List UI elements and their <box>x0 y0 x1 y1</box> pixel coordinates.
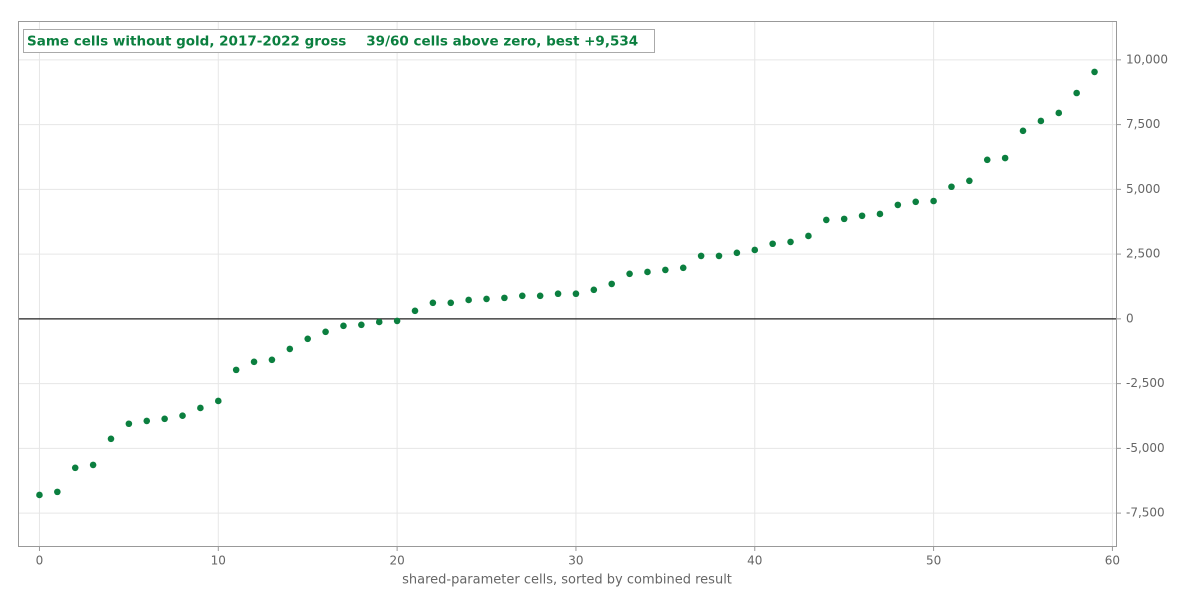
x-tick-label: 0 <box>36 554 44 568</box>
point <box>465 296 472 304</box>
point <box>304 335 312 343</box>
annotation-subtitle: 39/60 cells above zero, best +9,534 <box>366 34 638 50</box>
plot-frame <box>18 21 1117 547</box>
x-tick-label: 10 <box>211 554 226 568</box>
point <box>733 249 741 257</box>
point <box>948 183 955 191</box>
point <box>1091 68 1098 76</box>
point <box>912 198 920 206</box>
point <box>375 318 383 326</box>
point <box>483 295 490 303</box>
x-tick-label: 60 <box>1105 554 1120 568</box>
point <box>161 415 168 423</box>
point <box>358 321 365 329</box>
point <box>715 252 723 260</box>
point <box>805 232 812 240</box>
y-tick-label: 0 <box>1126 311 1134 325</box>
point <box>1055 109 1063 117</box>
y-tick-label: 2,500 <box>1126 247 1160 261</box>
point <box>930 197 937 205</box>
point <box>89 461 97 469</box>
annotation: Same cells without gold, 2017-2022 gross… <box>27 34 638 50</box>
point <box>536 292 544 300</box>
point <box>411 307 419 315</box>
y-tick-label: -5,000 <box>1126 441 1165 455</box>
point <box>143 417 151 425</box>
annotation-box <box>23 29 655 53</box>
y-tick-label: 7,500 <box>1126 117 1160 131</box>
point <box>447 299 455 307</box>
point <box>340 322 347 330</box>
point <box>876 210 884 218</box>
point <box>840 215 848 223</box>
point <box>966 177 973 185</box>
points <box>36 68 1098 499</box>
point <box>518 292 526 300</box>
point <box>197 404 204 412</box>
point <box>769 240 776 248</box>
point <box>250 358 258 366</box>
point <box>268 356 276 364</box>
point <box>858 212 866 220</box>
point <box>107 435 115 443</box>
point <box>679 264 687 272</box>
point <box>429 299 437 307</box>
point <box>590 286 598 294</box>
point <box>787 238 794 246</box>
point <box>71 464 79 472</box>
point <box>501 294 508 302</box>
point <box>697 252 705 260</box>
point <box>36 491 43 499</box>
grid <box>18 21 1116 546</box>
point <box>286 345 294 353</box>
y-tick-label: -7,500 <box>1126 506 1165 520</box>
point <box>983 156 991 164</box>
point <box>232 366 240 374</box>
point <box>125 420 133 428</box>
y-tick-label: -2,500 <box>1126 376 1165 390</box>
annotation-title: Same cells without gold, 2017-2022 gross <box>27 34 346 50</box>
y-tick-label: 5,000 <box>1126 182 1160 196</box>
point <box>214 397 222 405</box>
point <box>894 201 902 209</box>
point <box>554 290 562 298</box>
point <box>626 270 633 278</box>
point <box>644 268 651 276</box>
point <box>179 412 186 420</box>
point <box>662 266 669 274</box>
x-tick-label: 50 <box>926 554 941 568</box>
point <box>572 290 580 298</box>
point <box>608 280 616 288</box>
point <box>1001 154 1009 162</box>
x-tick-label: 30 <box>568 554 583 568</box>
point <box>822 216 830 224</box>
point <box>54 488 61 496</box>
point <box>1037 117 1045 125</box>
x-axis-label: shared-parameter cells, sorted by combin… <box>402 573 732 588</box>
point <box>1019 127 1027 135</box>
point <box>751 246 759 254</box>
point <box>322 328 329 336</box>
x-tick-label: 20 <box>389 554 404 568</box>
point <box>393 317 401 325</box>
y-tick-label: 10,000 <box>1126 52 1168 66</box>
point <box>1073 89 1080 97</box>
x-tick-label: 40 <box>747 554 762 568</box>
